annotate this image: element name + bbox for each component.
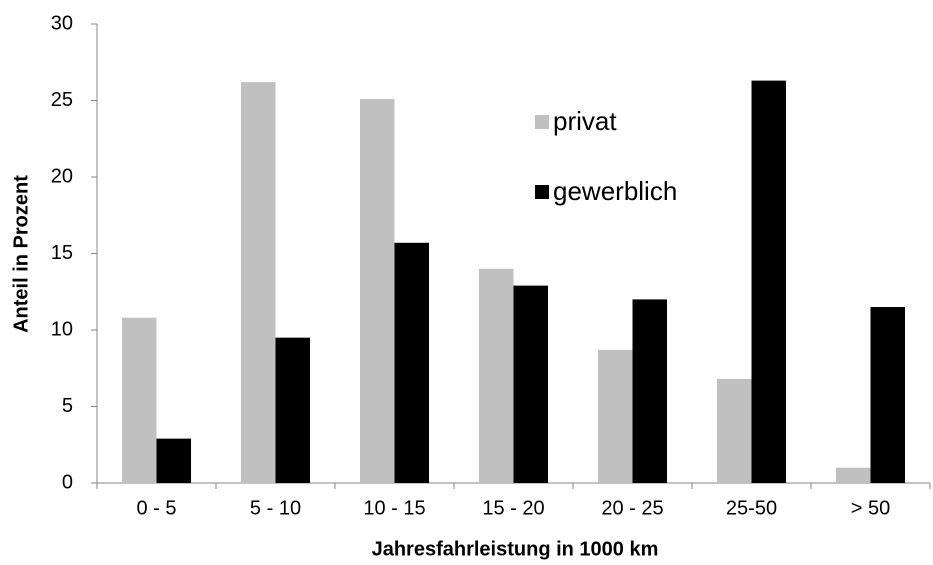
bar: [597, 349, 633, 483]
bar: [835, 467, 871, 483]
bar: [513, 285, 549, 483]
y-axis-title: Anteil in Prozent: [10, 175, 32, 333]
legend-label: privat: [553, 106, 617, 136]
y-tick-label: 5: [62, 395, 73, 417]
y-tick-label: 20: [51, 165, 73, 187]
y-tick-label: 25: [51, 89, 73, 111]
y-tick-label: 15: [51, 242, 73, 264]
bar: [275, 337, 311, 483]
bar: [751, 80, 787, 484]
x-tick-label: 20 - 25: [601, 497, 663, 519]
legend-label: gewerblich: [553, 176, 677, 206]
x-tick-label: 10 - 15: [363, 497, 425, 519]
bar: [359, 98, 395, 483]
x-axis-title: Jahresfahrleistung in 1000 km: [372, 538, 659, 560]
x-tick-label: 25-50: [726, 497, 777, 519]
bar: [632, 299, 668, 483]
y-tick-label: 30: [51, 12, 73, 34]
bar: [394, 242, 430, 483]
y-tick-label: 10: [51, 318, 73, 340]
bar: [156, 438, 192, 483]
bar: [240, 82, 276, 483]
bar: [870, 307, 906, 483]
bar: [478, 268, 514, 483]
legend-swatch: [535, 185, 549, 199]
bar: [716, 378, 752, 483]
x-tick-label: 0 - 5: [136, 497, 176, 519]
legend-swatch: [535, 115, 549, 129]
bar: [121, 317, 157, 483]
y-tick-label: 0: [62, 471, 73, 493]
x-tick-label: 5 - 10: [250, 497, 301, 519]
x-tick-label: > 50: [851, 497, 890, 519]
x-tick-label: 15 - 20: [482, 497, 544, 519]
